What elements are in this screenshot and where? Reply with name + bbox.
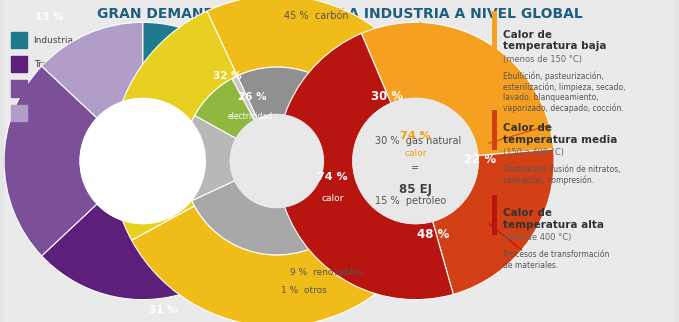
Wedge shape (191, 181, 341, 255)
Wedge shape (277, 33, 454, 300)
Wedge shape (132, 0, 442, 322)
Text: calor: calor (321, 194, 344, 203)
Text: Industria: Industria (33, 36, 73, 45)
Text: Calor de
temperatura media: Calor de temperatura media (503, 123, 618, 145)
Circle shape (80, 99, 205, 223)
Text: Procesos de transformación
de materiales.: Procesos de transformación de materiales… (503, 251, 610, 270)
Text: Vivienda: Vivienda (33, 84, 73, 93)
Text: (más de 400 °C): (más de 400 °C) (503, 233, 572, 242)
Text: 30 %: 30 % (371, 90, 403, 103)
Text: Calor de
temperatura alta: Calor de temperatura alta (503, 208, 604, 230)
Bar (492, 194, 497, 235)
Bar (12, 80, 27, 97)
Text: 48 %: 48 % (417, 228, 449, 241)
Text: (menos de 150 °C): (menos de 150 °C) (503, 54, 582, 63)
Wedge shape (433, 149, 554, 294)
Text: 31 %: 31 % (149, 305, 177, 315)
Wedge shape (232, 76, 257, 120)
Text: 32 %: 32 % (213, 71, 242, 81)
Bar (492, 109, 497, 150)
Wedge shape (237, 67, 371, 230)
Text: 22 %: 22 % (464, 153, 496, 166)
Text: Transporte: Transporte (33, 60, 81, 69)
Wedge shape (41, 188, 268, 300)
Wedge shape (143, 22, 281, 220)
Wedge shape (41, 22, 143, 118)
Text: 26 %: 26 % (238, 91, 266, 102)
Text: 9 %  renovables: 9 % renovables (291, 268, 363, 277)
Bar (492, 11, 497, 61)
Text: 15 %  petróleo: 15 % petróleo (375, 196, 447, 206)
Bar (12, 56, 27, 72)
Text: (150 a 400 °C): (150 a 400 °C) (503, 148, 564, 157)
Text: calor: calor (404, 149, 426, 158)
Text: 74 %: 74 % (400, 131, 431, 141)
Text: Otros: Otros (33, 108, 58, 117)
Text: Calor de
temperatura baja: Calor de temperatura baja (503, 30, 606, 51)
Wedge shape (361, 22, 553, 156)
Text: 13 %: 13 % (35, 12, 63, 22)
Bar (12, 105, 27, 121)
Text: Ebullición, pasteurización,
esterilización, limpieza, secado,
lavado, blanqueami: Ebullición, pasteurización, esterilizaci… (503, 71, 625, 113)
Text: 74 %: 74 % (317, 172, 348, 182)
Text: 85 EJ: 85 EJ (399, 183, 432, 196)
Text: 30 %  gas natural: 30 % gas natural (375, 136, 462, 146)
Text: electricidad: electricidad (227, 112, 272, 121)
Wedge shape (4, 66, 97, 256)
Wedge shape (195, 79, 255, 138)
Text: 1 %  otros: 1 % otros (281, 286, 327, 295)
Circle shape (353, 99, 478, 223)
Text: =: = (411, 163, 420, 173)
Wedge shape (111, 11, 237, 240)
Text: GRAN DEMANDA DE CALOR EN LA INDUSTRIA A NIVEL GLOBAL: GRAN DEMANDA DE CALOR EN LA INDUSTRIA A … (96, 7, 583, 21)
Text: 45 %  carbón: 45 % carbón (284, 11, 349, 21)
Text: Destilación, fusión de nitratos,
coloración, compresión.: Destilación, fusión de nitratos, colorac… (503, 166, 621, 185)
Bar (12, 32, 27, 48)
Circle shape (230, 115, 323, 207)
Wedge shape (183, 116, 236, 201)
